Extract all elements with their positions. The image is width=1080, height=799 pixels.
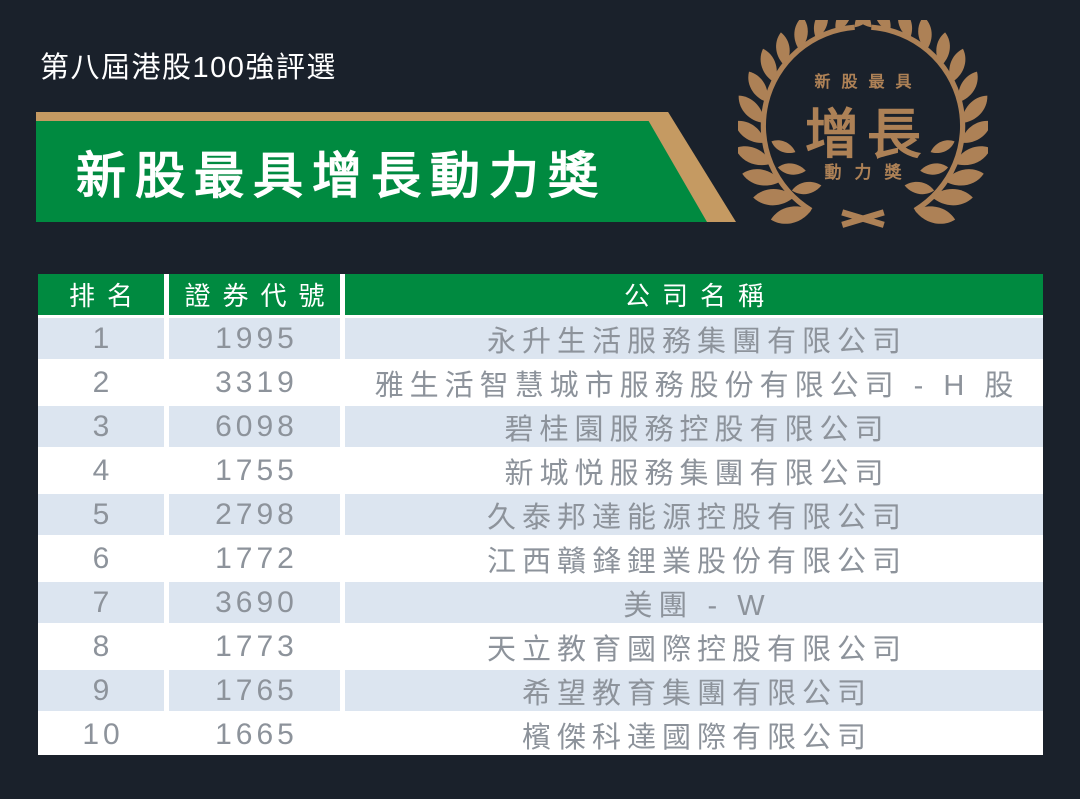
badge-main-text: 增長: [805, 105, 929, 165]
company-cell: 碧桂園服務控股有限公司: [340, 406, 1043, 447]
rank-cell: 1: [92, 321, 114, 355]
header-company: 公司名稱: [340, 274, 1043, 315]
page-title: 第八屆港股100強評選: [40, 52, 337, 84]
code-cell: 1665: [164, 714, 340, 755]
company-cell: 美團 - W: [340, 582, 1043, 623]
rank-cell: 6: [92, 541, 114, 575]
company-cell: 希望教育集團有限公司: [340, 670, 1043, 711]
table-row: 3 6098 碧桂園服務控股有限公司: [38, 403, 1043, 447]
award-banner: 新股最具增長動力獎: [36, 121, 707, 222]
rank-cell: 10: [82, 717, 124, 751]
badge-top-text: 新股最具: [814, 74, 923, 91]
table-row: 2 3319 雅生活智慧城市服務股份有限公司 - H 股: [38, 359, 1043, 403]
header-rank: 排名: [68, 281, 145, 311]
code-cell: 1765: [164, 670, 340, 711]
award-badge: 新股最具 增長 動力獎: [738, 20, 988, 228]
table-row: 4 1755 新城悦服務集團有限公司: [38, 447, 1043, 491]
code-cell: 1773: [164, 626, 340, 667]
code-cell: 3690: [164, 582, 340, 623]
company-cell: 雅生活智慧城市服務股份有限公司 - H 股: [340, 362, 1043, 403]
company-cell: 檳傑科達國際有限公司: [340, 714, 1043, 755]
table-row: 7 3690 美團 - W: [38, 579, 1043, 623]
rank-cell: 4: [92, 453, 114, 487]
table-row: 5 2798 久泰邦達能源控股有限公司: [38, 491, 1043, 535]
header-code: 證券代號: [164, 274, 340, 315]
award-banner-title: 新股最具增長動力獎: [76, 147, 607, 204]
rank-cell: 9: [92, 673, 114, 707]
badge-bottom-text: 動力獎: [824, 163, 915, 182]
ranking-table: 排名 證券代號 公司名稱 1 1995 永升生活服務集團有限公司 2 3319 …: [38, 274, 1043, 755]
rank-cell: 8: [92, 629, 114, 663]
table-row: 1 1995 永升生活服務集團有限公司: [38, 315, 1043, 359]
table-row: 8 1773 天立教育國際控股有限公司: [38, 623, 1043, 667]
table-header-row: 排名 證券代號 公司名稱: [38, 274, 1043, 315]
code-cell: 3319: [164, 362, 340, 403]
code-cell: 1755: [164, 450, 340, 491]
code-cell: 1995: [164, 318, 340, 359]
code-cell: 1772: [164, 538, 340, 579]
code-cell: 2798: [164, 494, 340, 535]
table-row: 10 1665 檳傑科達國際有限公司: [38, 711, 1043, 755]
company-cell: 新城悦服務集團有限公司: [340, 450, 1043, 491]
rank-cell: 7: [92, 585, 114, 619]
company-cell: 天立教育國際控股有限公司: [340, 626, 1043, 667]
table-row: 9 1765 希望教育集團有限公司: [38, 667, 1043, 711]
rank-cell: 2: [92, 365, 114, 399]
table-row: 6 1772 江西贛鋒鋰業股份有限公司: [38, 535, 1043, 579]
rank-cell: 5: [92, 497, 114, 531]
code-cell: 6098: [164, 406, 340, 447]
company-cell: 永升生活服務集團有限公司: [340, 318, 1043, 359]
company-cell: 江西贛鋒鋰業股份有限公司: [340, 538, 1043, 579]
company-cell: 久泰邦達能源控股有限公司: [340, 494, 1043, 535]
rank-cell: 3: [92, 409, 114, 443]
